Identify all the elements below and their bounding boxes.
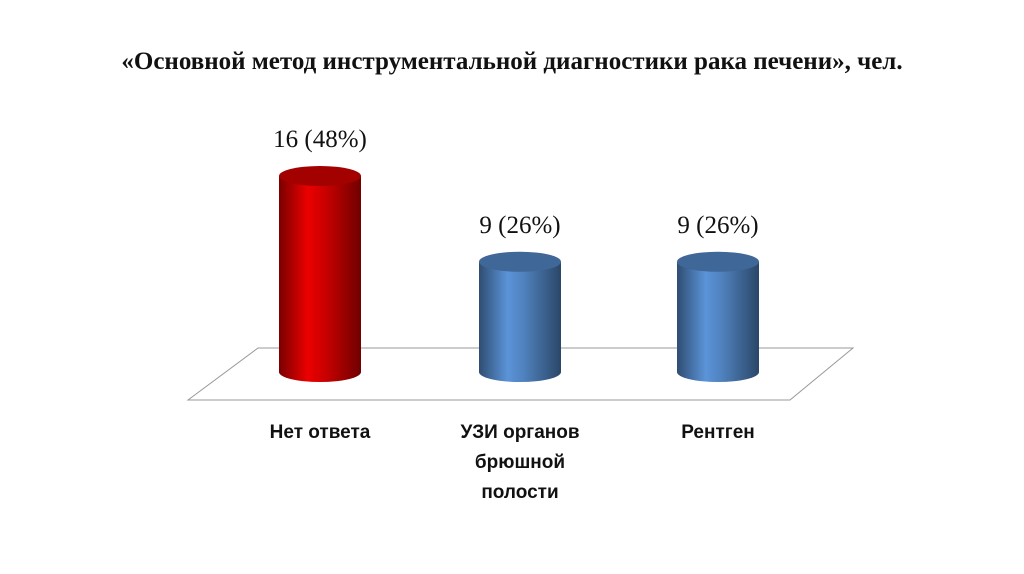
bar [279,176,361,382]
x-tick-label: Рентген [681,422,755,443]
bar-top [479,251,561,272]
x-tick-label: УЗИ органов брюшной полости [460,422,580,503]
value-label: 16 (48%) [273,126,367,153]
chart-title: «Основной метод инструментальной диагнос… [121,48,903,75]
x-tick-label: Нет ответа [269,422,371,443]
bar-top [677,251,759,272]
bar-top [279,166,361,186]
value-label: 9 (26%) [677,211,759,239]
bar [677,261,759,382]
value-label: 9 (26%) [479,211,561,239]
bar [479,261,561,382]
